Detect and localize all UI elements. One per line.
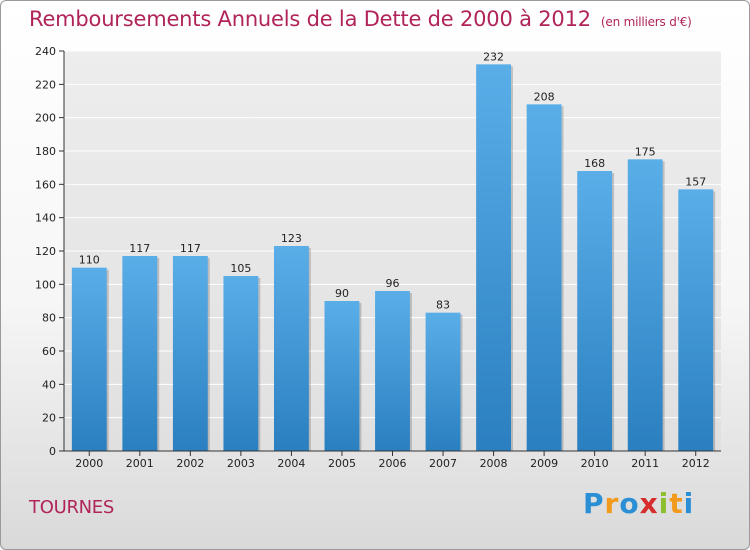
chart-title: Remboursements Annuels de la Dette de 20…: [29, 7, 692, 31]
bar-2012: [678, 189, 714, 452]
value-label-2001: 117: [129, 242, 150, 255]
bar-2008: [476, 64, 512, 452]
x-tick-label-2008: 2008: [480, 457, 508, 470]
logo-letter: i: [683, 487, 695, 520]
bar-2011: [627, 159, 663, 452]
bar-2002: [172, 256, 208, 451]
y-tick-label: 0: [49, 445, 56, 458]
logo-letter: t: [669, 487, 684, 520]
logo-letter: P: [583, 487, 605, 520]
logo-letter: i: [658, 487, 670, 520]
value-label-2009: 208: [534, 90, 555, 103]
x-tick-label-2009: 2009: [530, 457, 558, 470]
value-label-2007: 83: [436, 299, 450, 312]
value-label-2000: 110: [79, 254, 100, 267]
value-label-2006: 96: [386, 277, 400, 290]
bar-2007: [425, 312, 461, 451]
y-tick-label: 240: [35, 45, 56, 58]
bar-2001: [122, 256, 158, 451]
x-tick-label-2006: 2006: [379, 457, 407, 470]
town-name: TOURNES: [29, 497, 115, 518]
bar-2000: [71, 267, 107, 451]
x-tick-label-2003: 2003: [227, 457, 255, 470]
y-tick-label: 100: [35, 278, 56, 291]
x-tick-label-2012: 2012: [682, 457, 710, 470]
x-tick-label-2011: 2011: [631, 457, 659, 470]
bar-2009: [526, 104, 562, 451]
bar-2010: [577, 171, 613, 451]
value-label-2010: 168: [584, 157, 605, 170]
logo-letter: r: [604, 487, 620, 520]
value-label-2011: 175: [635, 145, 656, 158]
value-label-2003: 105: [230, 262, 251, 275]
x-tick-label-2001: 2001: [126, 457, 154, 470]
value-label-2002: 117: [180, 242, 201, 255]
bar-2004: [273, 246, 309, 451]
y-tick-label: 20: [42, 412, 56, 425]
chart-unit: (en milliers d'€): [600, 15, 692, 29]
bar-2006: [375, 291, 410, 451]
y-tick-label: 160: [35, 178, 56, 191]
x-tick-label-2010: 2010: [581, 457, 609, 470]
x-tick-label-2000: 2000: [75, 457, 103, 470]
y-tick-label: 220: [35, 78, 56, 91]
y-tick-label: 180: [35, 145, 56, 158]
value-label-2004: 123: [281, 232, 302, 245]
y-tick-label: 60: [42, 345, 56, 358]
chart-title-text: Remboursements Annuels de la Dette de 20…: [29, 7, 591, 31]
logo-letter: o: [619, 487, 640, 520]
y-tick-label: 80: [42, 312, 56, 325]
x-tick-label-2007: 2007: [429, 457, 457, 470]
y-tick-label: 120: [35, 245, 56, 258]
logo-letter: x: [639, 487, 659, 520]
y-tick-label: 200: [35, 112, 56, 125]
proxiti-logo: Proxiti: [583, 487, 694, 520]
value-label-2008: 232: [483, 50, 504, 63]
x-tick-label-2004: 2004: [277, 457, 305, 470]
bar-2003: [223, 276, 259, 451]
x-tick-label-2005: 2005: [328, 457, 356, 470]
value-label-2012: 157: [685, 175, 706, 188]
value-label-2005: 90: [335, 287, 349, 300]
y-tick-label: 140: [35, 212, 56, 225]
y-tick-label: 40: [42, 378, 56, 391]
x-tick-label-2002: 2002: [176, 457, 204, 470]
bar-2005: [324, 301, 360, 451]
